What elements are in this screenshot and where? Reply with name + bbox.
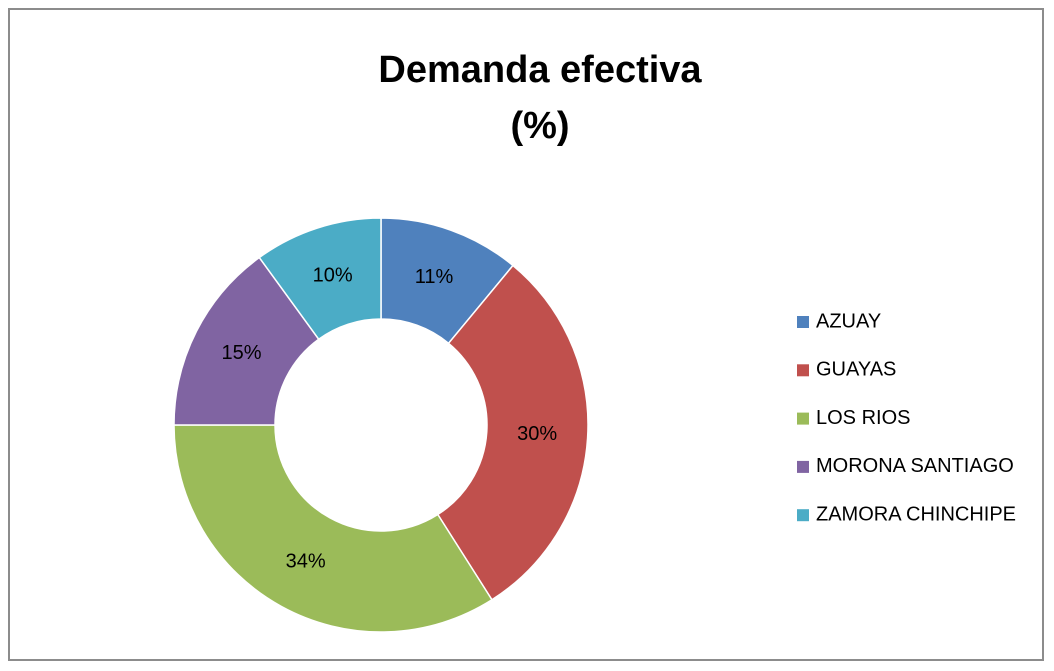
legend-swatch <box>797 412 809 425</box>
chart-title: Demanda efectiva (%) <box>378 49 702 147</box>
legend-label: ZAMORA CHINCHIPE <box>816 503 1016 525</box>
legend-label: GUAYAS <box>816 359 896 381</box>
donut-slice <box>173 424 493 633</box>
data-label: 11% <box>415 266 454 288</box>
data-label: 30% <box>517 423 557 445</box>
data-label: 15% <box>222 342 262 364</box>
legend-swatch <box>797 364 809 377</box>
legend-swatch <box>797 316 809 328</box>
legend-label: LOS RIOS <box>816 407 910 429</box>
legend-swatch <box>797 460 809 473</box>
donut-slice <box>436 264 589 601</box>
data-label: 10% <box>313 264 353 286</box>
legend-label: AZUAY <box>816 310 881 332</box>
chart-frame <box>8 8 1044 661</box>
legend-label: MORONA SANTIAGO <box>816 455 1014 477</box>
donut-slice <box>173 256 320 426</box>
donut-slice <box>258 217 382 341</box>
data-label: 34% <box>286 550 326 572</box>
legend-swatch <box>797 509 809 522</box>
